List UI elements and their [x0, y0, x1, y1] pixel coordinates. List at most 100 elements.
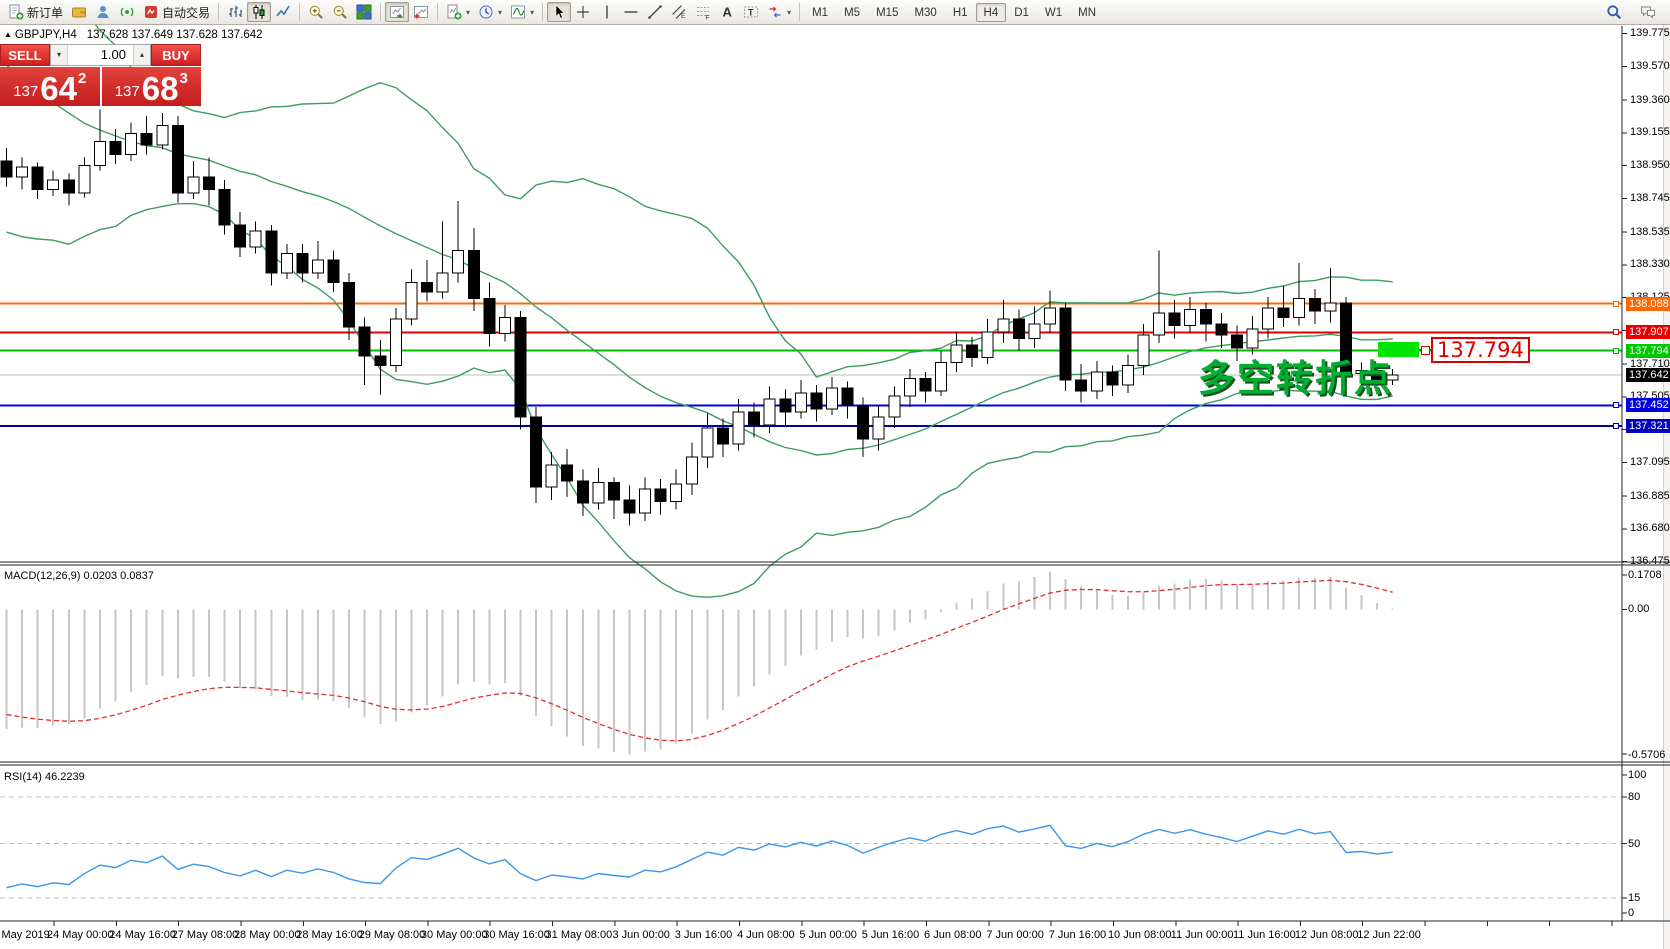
rsi-layer [0, 796, 1622, 899]
equidistant-channel-button[interactable]: E [667, 2, 691, 22]
text-label-icon: T [744, 6, 759, 18]
annotation-text[interactable]: 多空转折点 [1198, 357, 1393, 400]
time-axis-label: 24 May 16:00 [109, 929, 176, 941]
bollinger-upper-band [78, 0, 1393, 378]
price-tick-label: 138.950 [1630, 159, 1670, 172]
volume-decrease-button[interactable]: ▾ [51, 45, 68, 65]
auto-trading-label: 自动交易 [162, 5, 211, 20]
drawn-rectangle[interactable] [1378, 342, 1419, 357]
timeframe-m1[interactable]: M1 [812, 6, 829, 19]
time-axis-label: 29 May 08:00 [358, 929, 426, 941]
time-axis-label: 12 Jun 08:00 [1294, 929, 1359, 941]
text-button[interactable]: A [715, 2, 739, 22]
search-button[interactable] [1602, 2, 1626, 22]
new-chart-button[interactable]: ▾ [442, 2, 474, 22]
candles-layer [0, 109, 1399, 526]
timeframe-toolbar: M1 M5 M15 M30 H1 H4 D1 W1 MN [804, 2, 1104, 22]
price-tick-label: 136.885 [1630, 489, 1670, 502]
tile-windows-icon [356, 4, 372, 20]
buy-button[interactable]: BUY [151, 44, 201, 66]
one-click-trading-panel: SELL ▾ 1.00 ▴ BUY 137 64 2 137 68 3 [0, 44, 201, 106]
timeframe-h1[interactable]: H1 [952, 6, 968, 19]
rsi-axis-label: 50 [1628, 837, 1641, 850]
candlestick-chart-button[interactable] [247, 2, 272, 22]
cursor-button[interactable] [547, 2, 572, 22]
trendline-button[interactable] [643, 2, 667, 22]
rsi-axis-label: 100 [1628, 769, 1647, 781]
price-level-label[interactable]: 137.907 [1626, 325, 1670, 340]
dropdown-arrow-icon: ▾ [498, 7, 503, 17]
price-level-label[interactable]: 137.642 [1626, 367, 1670, 382]
tile-windows-button[interactable] [352, 2, 376, 22]
ohlc-values: 137.628 137.649 137.628 137.642 [86, 29, 263, 41]
chat-button[interactable] [1636, 2, 1660, 22]
macd-axis-min-label: -0.5706 [1628, 749, 1666, 761]
auto-scroll-button[interactable] [385, 2, 410, 22]
sell-price-figure: 137 [13, 83, 39, 100]
signal-button[interactable] [115, 2, 139, 22]
new-order-button[interactable]: 新订单 [4, 2, 67, 22]
text-label-button[interactable]: T [739, 2, 763, 22]
symbol-period-label: GBPJPY,H4 [14, 29, 77, 41]
profile-button[interactable] [91, 2, 115, 22]
arrows-button[interactable]: ▾ [763, 2, 795, 22]
time-axis-label: 23 May 2019 [0, 929, 50, 941]
bar-chart-icon [229, 6, 243, 17]
vertical-line-button[interactable] [595, 2, 619, 22]
auto-trading-button[interactable]: 自动交易 [139, 2, 214, 22]
toolbar-separator [437, 3, 439, 21]
volume-increase-button[interactable]: ▴ [133, 45, 150, 65]
toolbar-separator [380, 3, 382, 21]
sell-button[interactable]: SELL [0, 44, 50, 66]
horizontal-line-button[interactable] [619, 2, 643, 22]
level-connector-square [1613, 402, 1619, 409]
line-chart-button[interactable] [271, 2, 295, 22]
callout-connector-square [1421, 346, 1430, 355]
buy-price-big: 68 [141, 70, 179, 107]
timeframe-m30[interactable]: M30 [914, 6, 937, 19]
price-level-label[interactable]: 137.452 [1626, 398, 1670, 413]
price-tick-label: 139.155 [1630, 126, 1670, 139]
timeframe-mn[interactable]: MN [1078, 6, 1097, 19]
bollinger-middle-band [6, 64, 1393, 456]
wallet-button[interactable] [67, 2, 91, 22]
timeframe-d1[interactable]: D1 [1014, 6, 1029, 19]
crosshair-button[interactable] [571, 2, 595, 22]
volume-input[interactable]: 1.00 [100, 47, 126, 62]
time-axis-label: 10 Jun 08:00 [1107, 929, 1172, 941]
sell-price-pip: 2 [77, 70, 87, 87]
zoom-in-button[interactable] [304, 2, 328, 22]
buy-price-panel[interactable]: 137 68 3 [101, 67, 201, 107]
price-level-label[interactable]: 137.794 [1626, 343, 1670, 358]
chart-shift-icon [414, 6, 429, 19]
timeframe-w1[interactable]: W1 [1044, 6, 1063, 19]
svg-text:F: F [706, 15, 710, 21]
price-callout-label[interactable]: 137.794 [1431, 337, 1530, 363]
trendline-icon [648, 5, 662, 19]
bollinger-bands-layer [6, 0, 1393, 599]
time-axis-label: 6 Jun 08:00 [924, 929, 982, 941]
zoom-out-button[interactable] [328, 2, 352, 22]
time-axis-label: 4 Jun 08:00 [737, 929, 795, 941]
macd-layer [5, 571, 1394, 755]
bar-chart-button[interactable] [223, 2, 247, 22]
time-axis-label: 3 Jun 00:00 [612, 929, 670, 941]
fibonacci-button[interactable]: F [691, 2, 715, 22]
chart-title: ▲ GBPJPY,H4 137.628 137.649 137.628 137.64… [4, 29, 263, 41]
timeframe-h4[interactable]: H4 [975, 2, 1007, 22]
price-level-label[interactable]: 138.088 [1626, 296, 1670, 311]
indicators-button[interactable]: ▾ [506, 2, 538, 22]
timeframe-m15[interactable]: M15 [876, 6, 899, 19]
price-level-label[interactable]: 137.321 [1626, 419, 1670, 434]
profiles-button[interactable]: ▾ [474, 2, 506, 22]
toolbar-separator [299, 3, 301, 21]
price-tick-label: 138.330 [1630, 258, 1670, 271]
level-connector-square [1613, 329, 1619, 336]
text-icon: A [723, 5, 733, 20]
window-edge-strip[interactable] [1663, 25, 1670, 949]
chart-shift-button[interactable] [409, 2, 433, 22]
signal-icon [120, 7, 134, 17]
sell-price-panel[interactable]: 137 64 2 [0, 67, 100, 106]
timeframe-m5[interactable]: M5 [844, 6, 861, 19]
